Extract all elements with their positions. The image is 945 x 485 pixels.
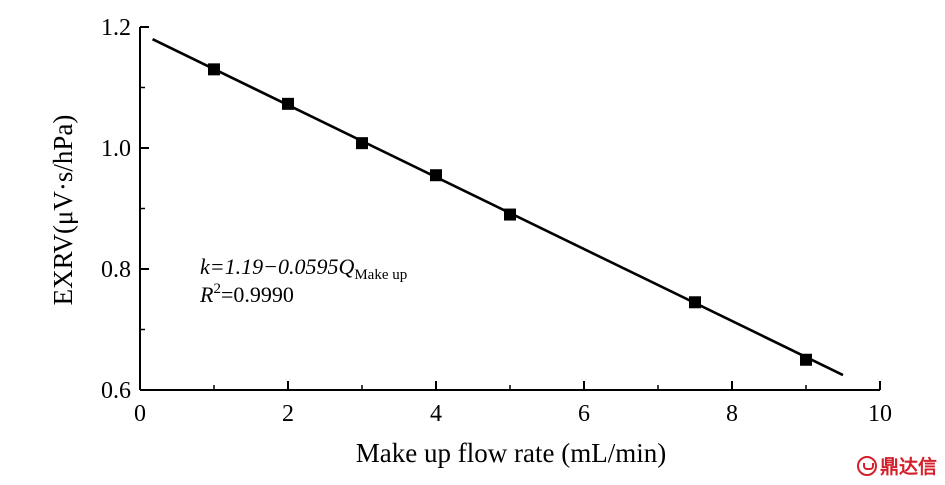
fit-line [152, 38, 844, 377]
x-axis-ticks: 0 2 4 6 8 10 [134, 381, 892, 427]
x-tick-label: 0 [134, 401, 146, 427]
r-squared-annotation: R2=0.9990 [199, 281, 294, 307]
r-squared-symbol: R [199, 282, 214, 307]
x-tick-label: 6 [578, 401, 590, 427]
data-points [208, 63, 812, 366]
r-squared-superscript: 2 [213, 281, 221, 297]
data-point [504, 208, 516, 221]
y-axis-ticks: 0.6 0.8 1.0 1.2 [101, 15, 149, 404]
equation-main: k=1.19−0.0595Q [200, 254, 354, 279]
data-point [208, 63, 220, 76]
red-circle-logo-icon [856, 455, 877, 476]
equation-subscript: Make up [354, 267, 407, 283]
fit-line-group [152, 38, 844, 377]
x-tick-label: 2 [282, 401, 294, 427]
x-tick-label: 8 [726, 401, 738, 427]
data-point [282, 97, 294, 110]
axes [139, 27, 880, 391]
x-axis-title: Make up flow rate (mL/min) [356, 438, 666, 468]
watermark: 鼎达信 [856, 452, 937, 479]
data-point [430, 169, 442, 182]
x-tick-label: 10 [868, 401, 892, 427]
y-tick-label: 0.6 [101, 378, 131, 404]
x-tick-label: 4 [430, 401, 442, 427]
data-point [800, 353, 812, 366]
y-axis-title: EXRV(μV·s/hPa) [48, 115, 78, 306]
r-squared-value: =0.9990 [221, 282, 294, 307]
y-tick-label: 1.0 [101, 136, 131, 162]
y-tick-label: 0.8 [101, 257, 131, 283]
equation-annotation: k=1.19−0.0595QMake up [200, 254, 407, 283]
data-point [356, 137, 368, 150]
y-tick-label: 1.2 [101, 15, 131, 41]
watermark-text: 鼎达信 [879, 456, 937, 478]
data-point [689, 296, 701, 309]
